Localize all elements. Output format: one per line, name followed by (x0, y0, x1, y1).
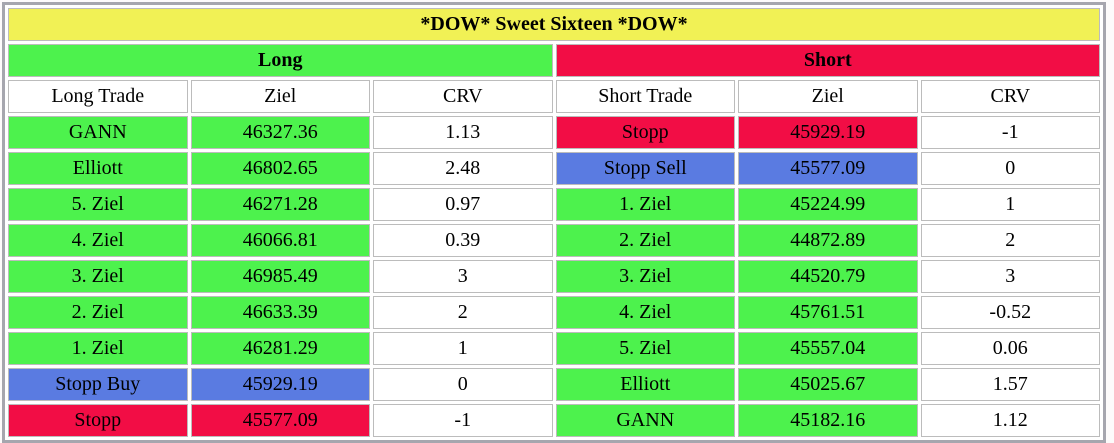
short-crv-cell: 1 (920, 188, 1100, 221)
long-ziel-cell: 45929.19 (190, 368, 370, 401)
page-title: *DOW* Sweet Sixteen *DOW* (8, 8, 1100, 41)
short-trade-cell: Stopp (555, 116, 735, 149)
short-ziel-cell: 45182.16 (738, 404, 918, 437)
long-ziel-cell: 46802.65 (190, 152, 370, 185)
col-header-long-crv: CRV (373, 80, 553, 113)
table-row: GANN 46327.36 1.13 Stopp 45929.19 -1 (8, 116, 1100, 149)
long-crv-cell: 1.13 (373, 116, 553, 149)
col-header-short-trade: Short Trade (555, 80, 735, 113)
short-crv-cell: 0 (920, 152, 1100, 185)
short-crv-cell: -1 (920, 116, 1100, 149)
short-ziel-cell: 45761.51 (738, 296, 918, 329)
long-trade-cell: 5. Ziel (8, 188, 188, 221)
table-row: 1. Ziel 46281.29 1 5. Ziel 45557.04 0.06 (8, 332, 1100, 365)
long-trade-cell: Elliott (8, 152, 188, 185)
short-ziel-cell: 45577.09 (738, 152, 918, 185)
short-ziel-cell: 45224.99 (738, 188, 918, 221)
table-row: 2. Ziel 46633.39 2 4. Ziel 45761.51 -0.52 (8, 296, 1100, 329)
short-ziel-cell: 45929.19 (738, 116, 918, 149)
short-crv-cell: -0.52 (920, 296, 1100, 329)
table-row: 4. Ziel 46066.81 0.39 2. Ziel 44872.89 2 (8, 224, 1100, 257)
section-header-long: Long (8, 44, 553, 77)
short-trade-cell: 5. Ziel (555, 332, 735, 365)
long-trade-cell: 3. Ziel (8, 260, 188, 293)
long-ziel-cell: 45577.09 (190, 404, 370, 437)
long-ziel-cell: 46271.28 (190, 188, 370, 221)
short-trade-cell: 3. Ziel (555, 260, 735, 293)
table-row: 3. Ziel 46985.49 3 3. Ziel 44520.79 3 (8, 260, 1100, 293)
long-trade-cell: 2. Ziel (8, 296, 188, 329)
short-trade-cell: GANN (555, 404, 735, 437)
long-crv-cell: 0 (373, 368, 553, 401)
long-trade-cell: 4. Ziel (8, 224, 188, 257)
title-row: *DOW* Sweet Sixteen *DOW* (8, 8, 1100, 41)
short-trade-cell: 4. Ziel (555, 296, 735, 329)
table-row: Stopp Buy 45929.19 0 Elliott 45025.67 1.57 (8, 368, 1100, 401)
long-ziel-cell: 46633.39 (190, 296, 370, 329)
col-header-long-trade: Long Trade (8, 80, 188, 113)
short-crv-cell: 1.57 (920, 368, 1100, 401)
short-trade-cell: 1. Ziel (555, 188, 735, 221)
long-trade-cell: Stopp (8, 404, 188, 437)
table-row: Stopp 45577.09 -1 GANN 45182.16 1.12 (8, 404, 1100, 437)
long-trade-cell: Stopp Buy (8, 368, 188, 401)
long-crv-cell: 2.48 (373, 152, 553, 185)
long-ziel-cell: 46985.49 (190, 260, 370, 293)
long-trade-cell: GANN (8, 116, 188, 149)
long-crv-cell: 2 (373, 296, 553, 329)
col-header-short-crv: CRV (920, 80, 1100, 113)
short-crv-cell: 3 (920, 260, 1100, 293)
col-header-long-ziel: Ziel (190, 80, 370, 113)
short-crv-cell: 2 (920, 224, 1100, 257)
long-ziel-cell: 46281.29 (190, 332, 370, 365)
short-ziel-cell: 45557.04 (738, 332, 918, 365)
short-trade-cell: Stopp Sell (555, 152, 735, 185)
short-trade-cell: Elliott (555, 368, 735, 401)
long-trade-cell: 1. Ziel (8, 332, 188, 365)
short-crv-cell: 1.12 (920, 404, 1100, 437)
column-header-row: Long Trade Ziel CRV Short Trade Ziel CRV (8, 80, 1100, 113)
long-crv-cell: -1 (373, 404, 553, 437)
long-crv-cell: 1 (373, 332, 553, 365)
short-trade-cell: 2. Ziel (555, 224, 735, 257)
long-ziel-cell: 46066.81 (190, 224, 370, 257)
short-crv-cell: 0.06 (920, 332, 1100, 365)
long-crv-cell: 0.39 (373, 224, 553, 257)
section-header-row: Long Short (8, 44, 1100, 77)
long-ziel-cell: 46327.36 (190, 116, 370, 149)
table-row: 5. Ziel 46271.28 0.97 1. Ziel 45224.99 1 (8, 188, 1100, 221)
table-row: Elliott 46802.65 2.48 Stopp Sell 45577.09 0 (8, 152, 1100, 185)
short-ziel-cell: 44872.89 (738, 224, 918, 257)
long-crv-cell: 3 (373, 260, 553, 293)
table-body: *DOW* Sweet Sixteen *DOW* Long Short Lon… (8, 8, 1100, 437)
short-ziel-cell: 44520.79 (738, 260, 918, 293)
long-crv-cell: 0.97 (373, 188, 553, 221)
section-header-short: Short (555, 44, 1100, 77)
short-ziel-cell: 45025.67 (738, 368, 918, 401)
col-header-short-ziel: Ziel (738, 80, 918, 113)
